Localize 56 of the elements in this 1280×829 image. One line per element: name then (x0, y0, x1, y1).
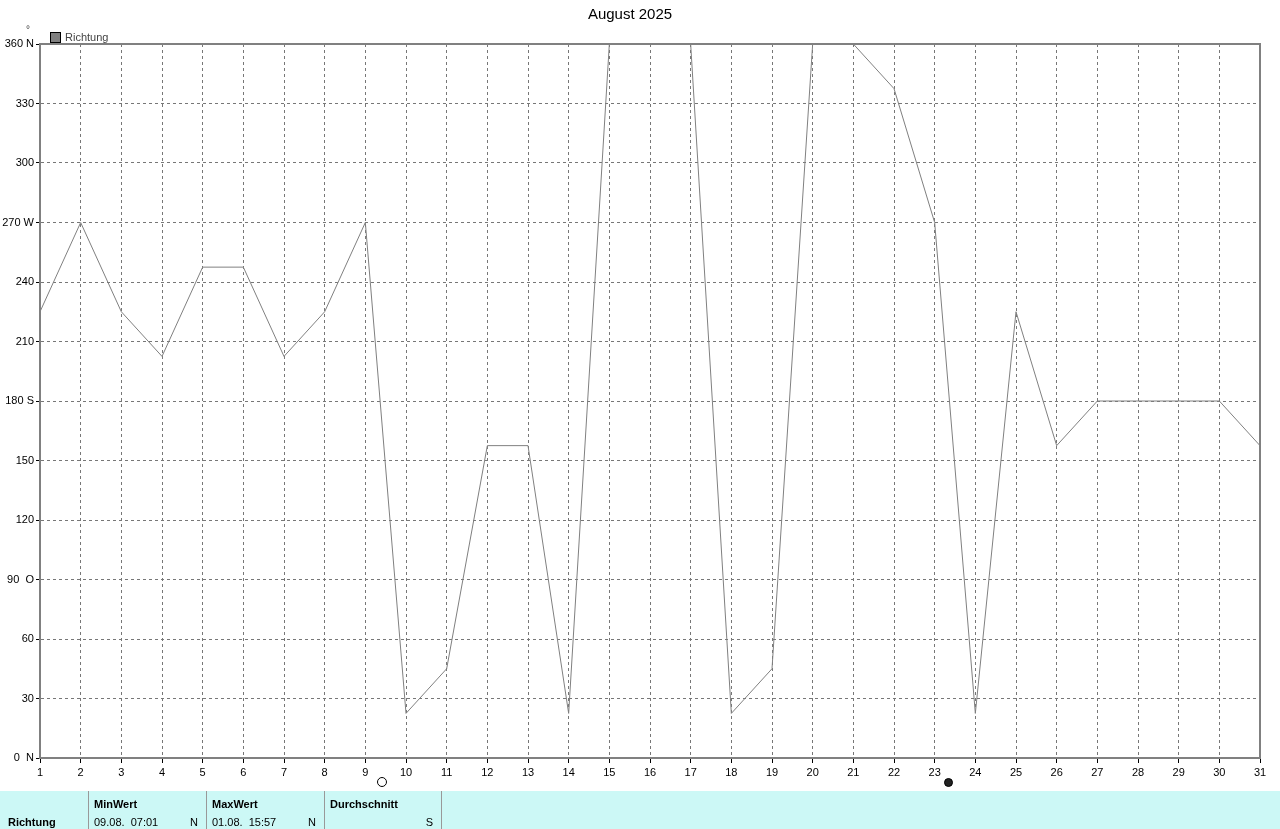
x-tick-label: 5 (199, 765, 206, 778)
text: Richtung (8, 816, 56, 828)
x-tick-label: 14 (562, 765, 575, 778)
x-tick-label: 30 (1213, 765, 1226, 778)
x-tick-label: 9 (362, 765, 369, 778)
x-tick-label: 8 (321, 765, 328, 778)
x-tick-label: 25 (1009, 765, 1023, 778)
x-tick-label: 17 (684, 765, 697, 778)
legend-label: Richtung (65, 31, 109, 43)
y-tick-label: 30 (21, 691, 34, 704)
y-tick-label: 330 (15, 96, 34, 109)
y-tick-label: 180 S (5, 394, 34, 407)
text: S (425, 816, 433, 828)
y-tick-label: 60 (21, 632, 34, 645)
y-tick-label: 360 N (4, 37, 35, 50)
x-tick-label: 10 (399, 765, 413, 778)
text: 09.08. 07:01 (94, 816, 159, 828)
x-tick-label: 27 (1091, 765, 1104, 778)
x-tick-label: 6 (240, 765, 247, 778)
x-tick-label: 22 (887, 765, 901, 778)
text: Durchschnitt (330, 798, 398, 810)
x-tick-label: 21 (847, 765, 860, 778)
x-tick-label: 16 (643, 765, 657, 778)
y-tick-label: 150 (15, 453, 34, 466)
x-tick-label: 18 (725, 765, 738, 778)
x-tick-label: 24 (969, 765, 982, 778)
y-tick-label: 120 (15, 513, 34, 526)
x-tick-label: 20 (806, 765, 819, 778)
x-tick-label: 28 (1131, 765, 1145, 778)
y-tick-label: 210 (15, 334, 34, 347)
x-tick-label: 3 (118, 765, 125, 778)
y-axis-title: ° (26, 24, 30, 35)
y-tick-label: 240 (15, 275, 34, 288)
x-tick-label: 19 (765, 765, 779, 778)
x-tick-label: 4 (158, 765, 166, 778)
x-tick-label: 15 (603, 765, 616, 778)
y-tick-label: 90 O (7, 572, 35, 585)
text: MinWert (94, 798, 138, 810)
y-tick-label: 270 W (2, 215, 35, 228)
text: N (190, 816, 198, 828)
x-tick-label: 12 (481, 765, 494, 778)
x-tick-label: 1 (36, 765, 44, 778)
x-tick-label: 26 (1050, 765, 1063, 778)
x-tick-label: 11 (440, 765, 453, 778)
text: 01.08. 15:57 (212, 816, 277, 828)
text: MaxWert (212, 798, 258, 810)
x-tick-label: 31 (1253, 765, 1267, 778)
chart-title: August 2025 (587, 5, 673, 23)
x-tick-label: 23 (928, 765, 941, 778)
x-tick-label: 7 (280, 765, 288, 778)
x-tick-label: 29 (1172, 765, 1185, 778)
y-tick-label: 300 (15, 156, 34, 169)
x-tick-label: 2 (77, 765, 84, 778)
text: N (308, 816, 316, 828)
y-tick-label: 0 N (13, 751, 35, 764)
x-tick-label: 13 (521, 765, 535, 778)
